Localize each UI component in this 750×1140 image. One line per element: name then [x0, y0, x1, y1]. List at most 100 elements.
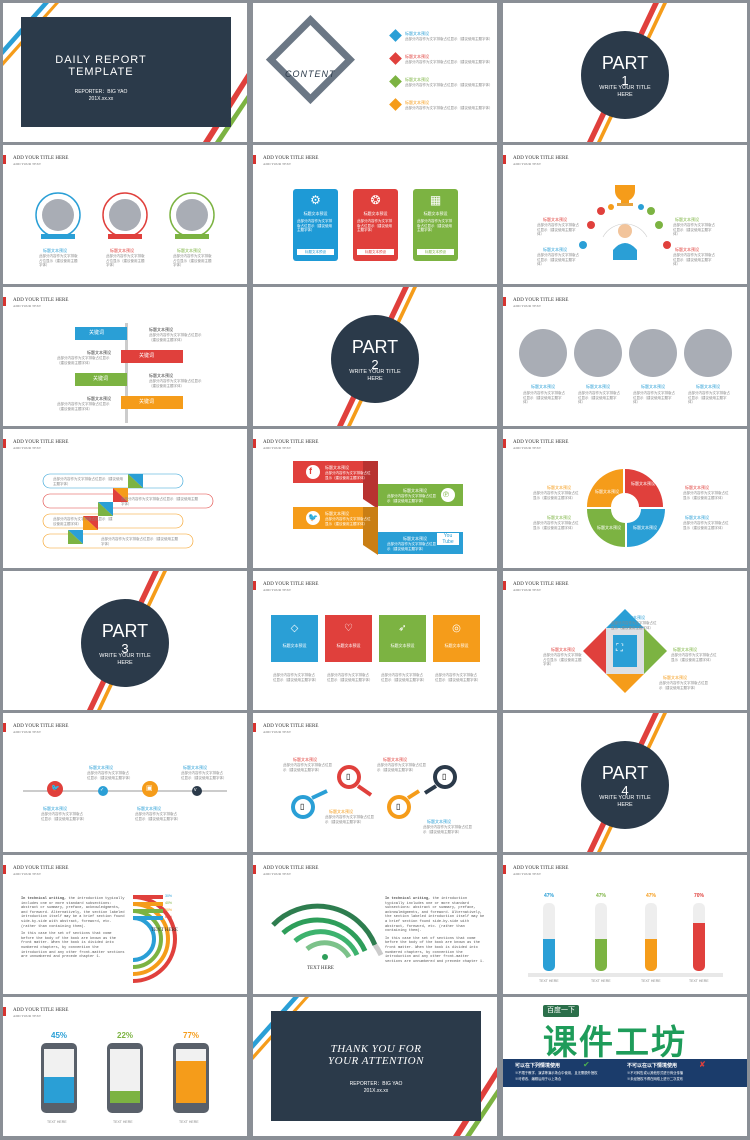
camera-icon: ▣ [146, 785, 153, 792]
slide-phones[interactable]: ADD YOUR TITLE HERE ADD YOUR TEXT 45% 22… [3, 997, 247, 1136]
vimeo-icon: v [194, 787, 197, 793]
slide-part-3[interactable]: PART 3 WRITE YOUR TITLE HERE [3, 571, 247, 710]
pinterest-icon: ℗ [443, 490, 449, 499]
phone-icon: ▯ [396, 802, 401, 811]
card-green[interactable]: ▦ 标题文本预设 此部分内容作为文字排版占位显示（建议使用主题字体） 标题文本预… [413, 189, 458, 261]
diamond-graphic [583, 609, 667, 693]
check-icon: ✓ [100, 787, 105, 793]
signal-arcs [271, 903, 384, 960]
slide-trophy[interactable]: ADD YOUR TITLE HERE ADD YOUR TEXT 标题文本预设… [503, 145, 747, 284]
card-blue[interactable]: ⚙ 标题文本预设 此部分内容作为文字排版占位显示（建议使用主题字体） 标题文本预… [293, 189, 338, 261]
sign-4[interactable]: 关键词 [121, 396, 183, 409]
content-item-4[interactable]: 标题文本预设 此部分内容作为文字排版占位显示（建议使用主题字体） [389, 98, 493, 123]
staircase-graphic [42, 473, 214, 549]
closing-line-2: YOUR ATTENTION [328, 1055, 424, 1067]
part-subtitle: WRITE YOUR TITLE [599, 85, 651, 91]
slide-cards-3[interactable]: ADD YOUR TITLE HERE ADD YOUR TEXT ⚙ 标题文本… [253, 145, 497, 284]
hierarchy-icon: ⛶ [616, 643, 623, 654]
slide-diamond[interactable]: ADD YOUR TITLE HERE ADD YOUR TEXT ⛶ 标题文本… [503, 571, 747, 710]
diamond-bullet-icon [389, 98, 402, 111]
phone-icon: ▯ [346, 772, 351, 781]
content-item-2[interactable]: 标题文本预设 此部分内容作为文字排版占位显示（建议使用主题字体） [389, 52, 493, 77]
slide-magnifiers[interactable]: ADD YOUR TITLE HERE ADD YOUR TEXT ▯ ▯ ▯ … [253, 713, 497, 852]
diamond-bullet-icon [389, 75, 402, 88]
ad-info-bar: 可以在下列情境使用 ✔ ※不限于教学、演讲等演示场合中使用，且无需额外授权 ※可… [503, 1059, 747, 1087]
timeline-graphic [23, 781, 227, 797]
tile-blue[interactable]: ◇ 标题文本预设 [271, 615, 318, 662]
sign-2[interactable]: 关键词 [121, 350, 183, 363]
slide-tubes[interactable]: ADD YOUR TITLE HERE ADD YOUR TEXT 47% 47… [503, 855, 747, 994]
slide-part-4[interactable]: PART 4 WRITE YOUR TITLE HERE [503, 713, 747, 852]
slide-closing[interactable]: THANK YOU FOR YOUR ATTENTION REPORTER：BI… [253, 997, 497, 1136]
grid-icon: ▦ [429, 193, 442, 207]
slide-wifi-arcs[interactable]: ADD YOUR TITLE HERE ADD YOUR TEXT TEXT H… [253, 855, 497, 994]
slide-grid: DAILY REPORT TEMPLATE REPORTER：BIG YAO 2… [3, 3, 747, 1137]
slide-ring-chart[interactable]: ADD YOUR TITLE HERE ADD YOUR TEXT 标题文本预设… [503, 429, 747, 568]
diamond-bullet-icon [389, 29, 402, 42]
cross-icon: ✘ [699, 1060, 706, 1069]
sign-3[interactable]: 关键词 [75, 373, 127, 386]
content-item-3[interactable]: 标题文本预设 此部分内容作为文字排版占位显示（建议使用主题字体） [389, 75, 493, 100]
slide-ad-banner[interactable]: 百度一下 课件工坊 可以在下列情境使用 ✔ ※不限于教学、演讲等演示场合中使用，… [503, 997, 747, 1136]
cover-reporter: REPORTER：BIG YAO [74, 89, 128, 95]
facebook-icon: f [309, 466, 312, 476]
cover-panel: DAILY REPORT TEMPLATE REPORTER：BIG YAO 2… [21, 17, 231, 127]
tile-red[interactable]: ♡ 标题文本预设 [325, 615, 372, 662]
slide-signpost[interactable]: ADD YOUR TITLE HERE ADD YOUR TEXT 关键词 关键… [3, 287, 247, 426]
closing-line-1: THANK YOU FOR [330, 1043, 422, 1055]
tube-4 [693, 903, 705, 971]
rocket-icon: ➶ [398, 623, 407, 634]
arc-chart [132, 895, 177, 983]
slide-cover[interactable]: DAILY REPORT TEMPLATE REPORTER：BIG YAO 2… [3, 3, 247, 142]
trophy-illustration [579, 185, 671, 260]
slide-staircase[interactable]: ADD YOUR TITLE HERE ADD YOUR TEXT 此部分内容作… [3, 429, 247, 568]
segmented-ring [586, 469, 665, 547]
tube-2 [595, 903, 607, 971]
cover-date: 201X.xx.xx [88, 96, 114, 102]
slide-circles-3[interactable]: ADD YOUR TITLE HERE ADD YOUR TEXT 标题文本预设… [3, 145, 247, 284]
heart-icon: ♡ [344, 623, 353, 634]
slide-circles-4[interactable]: ADD YOUR TITLE HERE ADD YOUR TEXT 标题文本预设… [503, 287, 747, 426]
sign-1[interactable]: 关键词 [75, 327, 127, 340]
phone-1 [41, 1043, 77, 1113]
aperture-icon: ❂ [370, 193, 381, 207]
twitter-icon: 🐦 [308, 513, 318, 522]
tile-orange[interactable]: ◎ 标题文本预设 [433, 615, 480, 662]
cover-title-2: TEMPLATE [68, 66, 134, 78]
slide-part-2[interactable]: PART 2 WRITE YOUR TITLE HERE [253, 287, 497, 426]
diamond-icon: ◇ [290, 623, 299, 634]
ad-title: 课件工坊 [543, 1024, 687, 1062]
slide-title: ADD YOUR TITLE HERE [13, 156, 69, 161]
closing-panel: THANK YOU FOR YOUR ATTENTION REPORTER：BI… [271, 1011, 481, 1121]
part-here: HERE [617, 92, 633, 98]
gear-icon: ⚙ [310, 193, 321, 207]
target-icon: ◎ [452, 623, 461, 634]
check-icon: ✔ [583, 1060, 590, 1069]
ad-badge: 百度一下 [543, 1005, 579, 1017]
slide-arc-chart[interactable]: ADD YOUR TITLE HERE ADD YOUR TEXT In tec… [3, 855, 247, 994]
diamond-bullet-icon [389, 52, 402, 65]
magnifier-graphic [291, 765, 457, 819]
slide-content[interactable]: CONTENT 标题文本预设 此部分内容作为文字排版占位显示（建议使用主题字体）… [253, 3, 497, 142]
tube-3 [645, 903, 657, 971]
slide-part-1[interactable]: PART 1 WRITE YOUR TITLE HERE [503, 3, 747, 142]
slide-timeline[interactable]: ADD YOUR TITLE HERE ADD YOUR TEXT 🐦 ✓ ▣ … [3, 713, 247, 852]
part-number: 1 [621, 73, 629, 88]
slide-social-banners[interactable]: ADD YOUR TITLE HERE ADD YOUR TEXT f 🐦 ℗ … [253, 429, 497, 568]
tube-1 [543, 903, 555, 971]
content-item-1[interactable]: 标题文本预设 此部分内容作为文字排版占位显示（建议使用主题字体） [389, 29, 493, 54]
youtube-icon: You Tube [437, 533, 459, 545]
phone-3 [173, 1043, 209, 1113]
phone-icon: ▯ [300, 802, 305, 811]
slide-subtitle: ADD YOUR TEXT [13, 162, 41, 166]
phone-icon: ▯ [442, 772, 447, 781]
twitter-icon: 🐦 [51, 785, 60, 792]
slide-tiles-4[interactable]: ADD YOUR TITLE HERE ADD YOUR TEXT ◇ 标题文本… [253, 571, 497, 710]
cover-title-1: DAILY REPORT [55, 54, 147, 66]
part-label: PART [601, 53, 649, 73]
content-label: CONTENT [285, 69, 336, 79]
card-red[interactable]: ❂ 标题文本预设 此部分内容作为文字排版占位显示（建议使用主题字体） 标题文本预… [353, 189, 398, 261]
ribbon-graphic [293, 461, 463, 555]
phone-2 [107, 1043, 143, 1113]
tile-green[interactable]: ➶ 标题文本预设 [379, 615, 426, 662]
